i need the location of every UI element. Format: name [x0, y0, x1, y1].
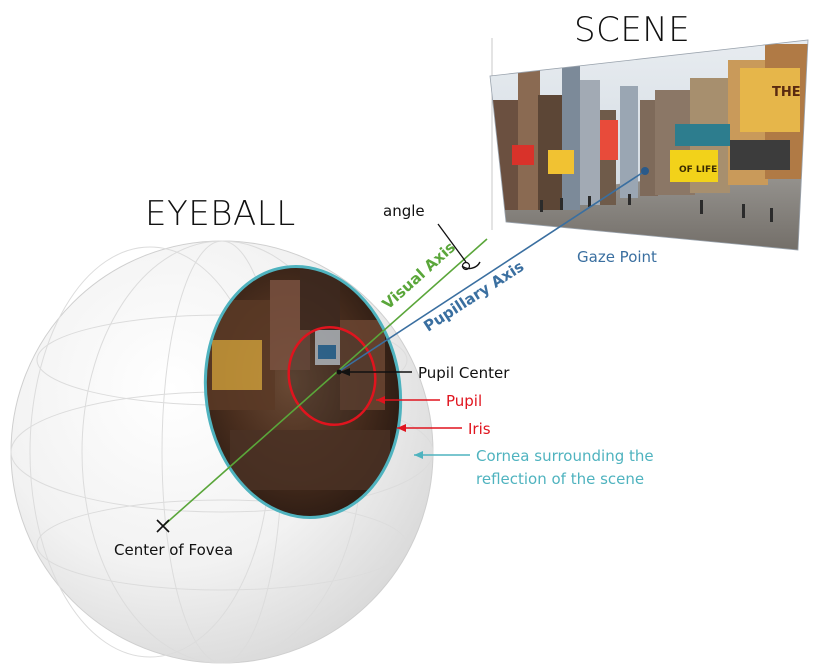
- scene-title: SCENE: [574, 10, 690, 50]
- billboard-life-text: OF LIFE: [679, 165, 717, 175]
- pupillary-axis-line: [337, 170, 646, 373]
- fovea-label: Center of Fovea: [114, 541, 233, 559]
- gaze-point-label: Gaze Point: [577, 248, 657, 266]
- iris-label: Iris: [468, 420, 491, 438]
- angle-arc: [461, 261, 481, 270]
- scene-image: THE OF LIFE: [489, 38, 809, 251]
- cornea-label-line2: reflection of the scene: [476, 470, 644, 488]
- gaze-point-marker: [641, 167, 649, 175]
- fovea-cross-icon: [156, 519, 170, 533]
- pupil-label: Pupil: [446, 392, 482, 410]
- cornea-label-line1: Cornea surrounding the: [476, 447, 654, 465]
- cornea-outline: [203, 264, 403, 520]
- visual-axis-line: [162, 238, 488, 527]
- pupil-center-label: Pupil Center: [418, 364, 510, 382]
- angle-vertex-icon: [461, 261, 471, 271]
- cornea-arrow-icon: [414, 451, 423, 459]
- cornea: [203, 264, 403, 520]
- eyeball-title: EYEBALL: [145, 194, 296, 234]
- angle-leader: [437, 223, 467, 263]
- billboard-the-text: THE: [772, 85, 801, 100]
- pupil-center-arrow-icon: [340, 368, 350, 376]
- pupil-center-dot: [336, 369, 342, 375]
- iris-arrow-icon: [397, 424, 406, 432]
- angle-label: angle: [383, 202, 425, 220]
- pupil-arrow-icon: [376, 396, 385, 404]
